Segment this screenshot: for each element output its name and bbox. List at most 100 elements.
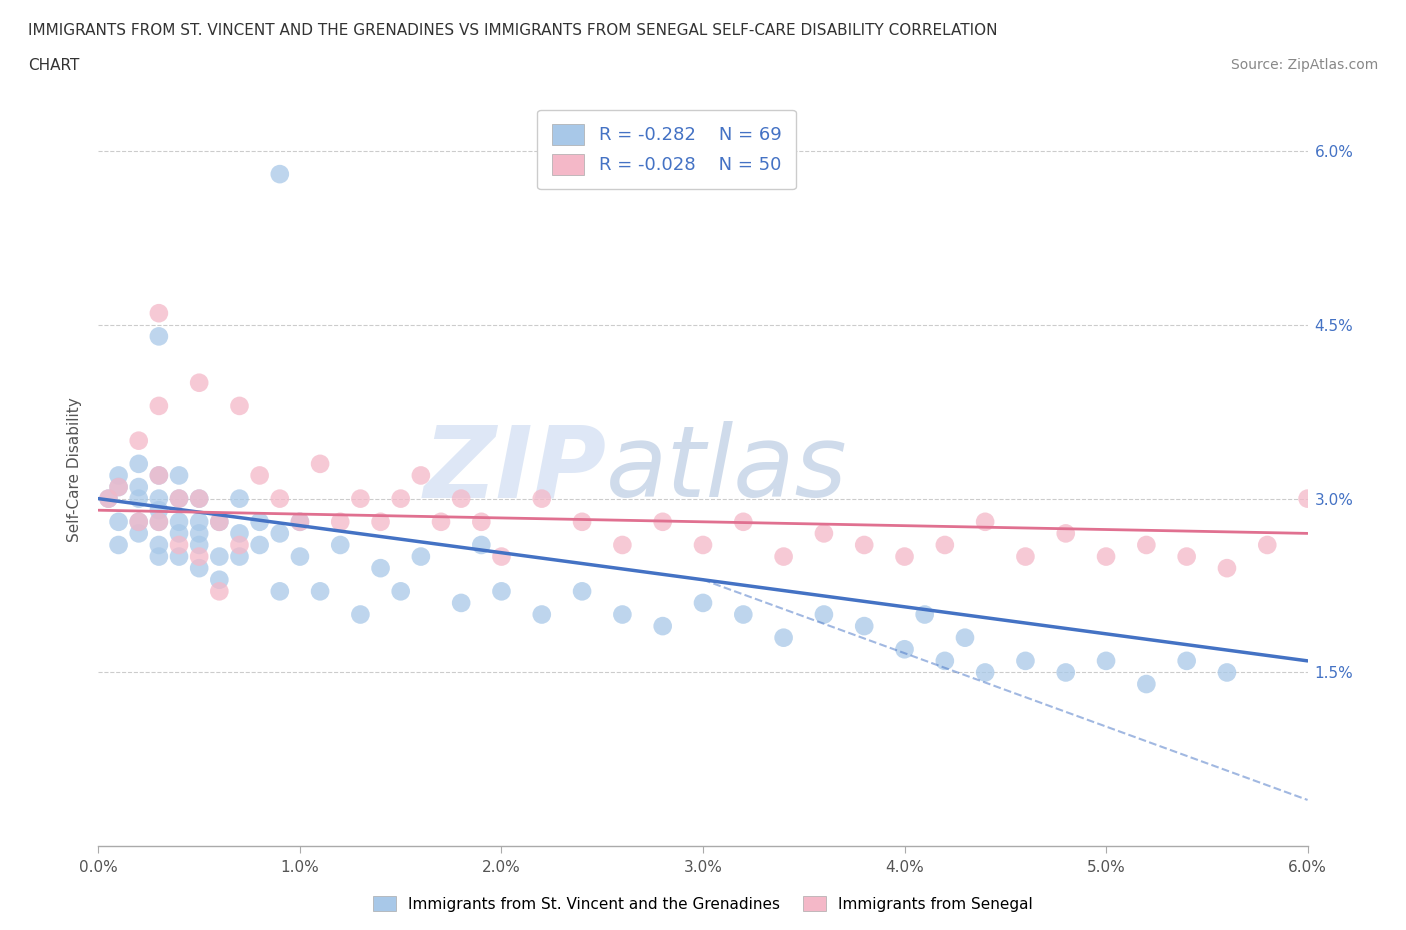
Point [530,491,553,506]
Point [1095,654,1118,669]
Point [148,468,170,483]
Point [269,526,291,541]
Point [228,491,250,506]
Point [269,166,291,181]
Point [349,607,371,622]
Point [772,631,794,645]
Point [1216,665,1239,680]
Point [934,654,956,669]
Point [128,514,150,529]
Point [893,549,915,564]
Point [249,538,271,552]
Point [208,584,231,599]
Point [1216,561,1239,576]
Point [288,549,311,564]
Point [148,329,170,344]
Point [128,526,150,541]
Point [612,538,634,552]
Point [208,514,231,529]
Point [208,549,231,564]
Point [188,561,211,576]
Point [148,491,170,506]
Point [1256,538,1278,552]
Point [107,514,129,529]
Point [249,468,271,483]
Point [1014,549,1036,564]
Point [491,584,513,599]
Point [612,607,634,622]
Point [571,584,593,599]
Point [188,549,211,564]
Point [329,538,352,552]
Point [188,491,211,506]
Point [188,526,211,541]
Point [167,491,190,506]
Point [249,514,271,529]
Point [167,526,190,541]
Text: ZIP: ZIP [423,421,606,518]
Point [733,607,755,622]
Point [491,549,513,564]
Point [148,514,170,529]
Point [309,457,332,472]
Point [470,514,492,529]
Point [148,514,170,529]
Point [733,514,755,529]
Point [269,584,291,599]
Point [1095,549,1118,564]
Point [228,549,250,564]
Point [772,549,794,564]
Point [430,514,453,529]
Point [934,538,956,552]
Point [128,514,150,529]
Point [349,491,371,506]
Point [148,306,170,321]
Point [148,468,170,483]
Point [1135,538,1157,552]
Text: IMMIGRANTS FROM ST. VINCENT AND THE GRENADINES VS IMMIGRANTS FROM SENEGAL SELF-C: IMMIGRANTS FROM ST. VINCENT AND THE GREN… [28,23,998,38]
Point [1175,549,1198,564]
Point [128,480,150,495]
Point [188,538,211,552]
Point [167,549,190,564]
Point [148,549,170,564]
Point [228,526,250,541]
Point [128,457,150,472]
Text: atlas: atlas [606,421,848,518]
Point [409,549,432,564]
Point [571,514,593,529]
Point [974,514,997,529]
Point [269,491,291,506]
Point [167,491,190,506]
Point [409,468,432,483]
Point [128,433,150,448]
Legend: Immigrants from St. Vincent and the Grenadines, Immigrants from Senegal: Immigrants from St. Vincent and the Gren… [367,889,1039,918]
Point [309,584,332,599]
Point [974,665,997,680]
Text: Source: ZipAtlas.com: Source: ZipAtlas.com [1230,58,1378,72]
Point [651,514,673,529]
Point [107,480,129,495]
Point [167,514,190,529]
Point [450,595,472,610]
Point [530,607,553,622]
Point [208,514,231,529]
Point [97,491,120,506]
Point [167,468,190,483]
Point [288,514,311,529]
Point [389,491,412,506]
Point [1135,677,1157,692]
Point [128,491,150,506]
Point [1054,526,1077,541]
Point [148,503,170,518]
Point [450,491,472,506]
Point [107,480,129,495]
Point [288,514,311,529]
Point [813,607,835,622]
Point [148,538,170,552]
Point [853,618,876,633]
Point [813,526,835,541]
Point [953,631,976,645]
Point [914,607,936,622]
Point [188,514,211,529]
